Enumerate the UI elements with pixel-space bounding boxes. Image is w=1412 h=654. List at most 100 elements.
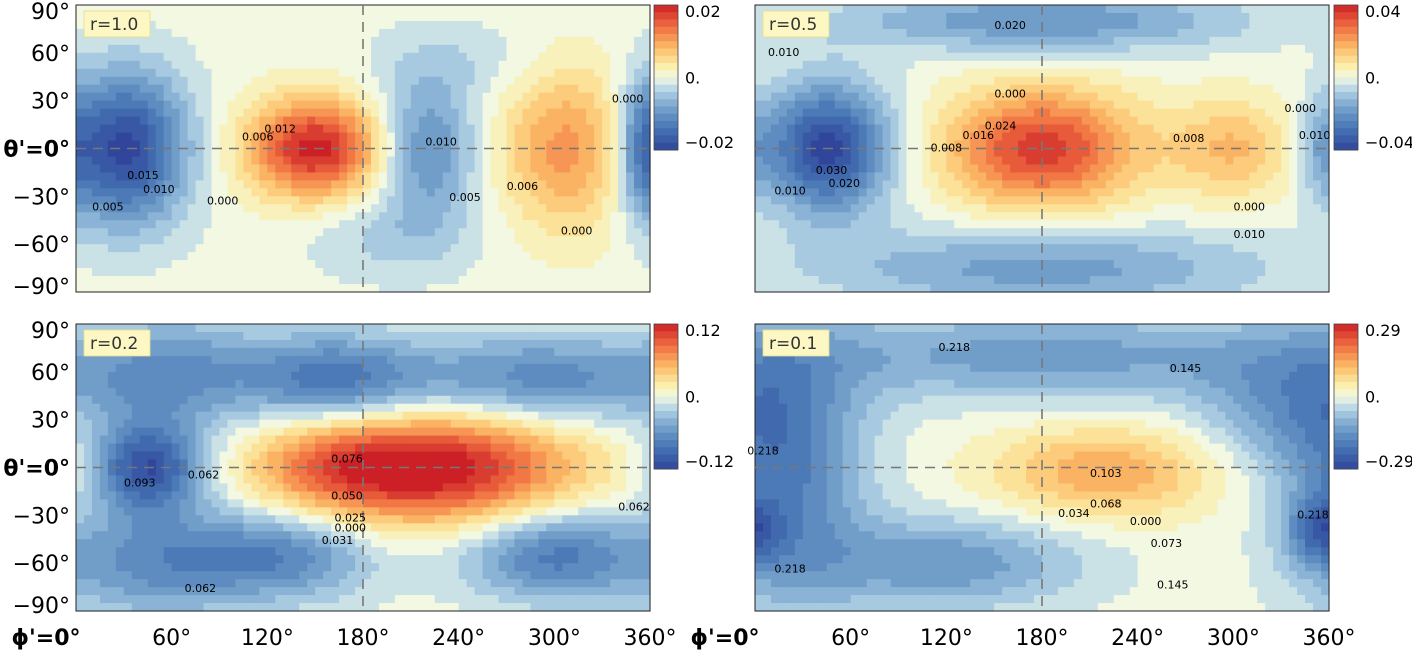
heatmap-cell (834, 28, 844, 38)
heatmap-cell (1121, 180, 1131, 189)
heatmap-cell (1113, 228, 1123, 237)
heatmap-cell (1321, 68, 1330, 78)
heatmap-cell (123, 92, 133, 102)
heatmap-cell (347, 108, 356, 118)
heatmap-cell (1313, 228, 1322, 237)
heatmap-cell (1049, 60, 1059, 70)
heatmap-cell (299, 100, 308, 110)
heatmap-cell (139, 148, 149, 158)
heatmap-cell (1137, 156, 1147, 166)
heatmap-cell (626, 164, 635, 174)
heatmap-cell (76, 124, 85, 134)
heatmap-cell (858, 132, 868, 142)
heatmap-cell (347, 164, 356, 174)
heatmap-cell (1081, 212, 1091, 221)
heatmap-cell (91, 260, 101, 269)
heatmap-cell (490, 60, 500, 70)
heatmap-cell (155, 156, 165, 166)
heatmap-cell (394, 204, 404, 213)
heatmap-cell (834, 44, 844, 54)
heatmap-cell (1026, 28, 1035, 38)
heatmap-cell (1153, 252, 1163, 261)
heatmap-cell (970, 5, 979, 14)
heatmap-cell (1153, 5, 1163, 14)
heatmap-cell (171, 284, 181, 293)
heatmap-cell (1081, 204, 1091, 213)
heatmap-cell (76, 228, 85, 237)
heatmap-cell (1209, 20, 1218, 30)
heatmap-cell (834, 156, 844, 166)
heatmap-cell (882, 12, 892, 22)
heatmap-cell (1265, 92, 1274, 102)
heatmap-cell (1185, 132, 1195, 142)
heatmap-cell (171, 60, 181, 70)
heatmap-cell (83, 84, 93, 94)
heatmap-cell (1073, 228, 1083, 237)
heatmap-cell (426, 140, 436, 150)
heatmap-cell (866, 108, 876, 118)
heatmap-cell (115, 268, 125, 277)
heatmap-cell (618, 212, 627, 221)
heatmap-cell (1026, 180, 1035, 189)
heatmap-cell (76, 204, 85, 213)
heatmap-cell (315, 180, 324, 189)
heatmap-cell (123, 196, 133, 205)
heatmap-cell (1049, 108, 1059, 118)
heatmap-cell (203, 132, 213, 142)
heatmap-cell (187, 124, 197, 134)
heatmap-cell (578, 244, 587, 253)
heatmap-cell (466, 100, 476, 110)
heatmap-cell (466, 108, 476, 118)
heatmap-cell (946, 28, 955, 38)
heatmap-cell (1201, 140, 1211, 150)
heatmap-cell (1233, 116, 1242, 126)
heatmap-cell (882, 188, 892, 197)
heatmap-cell (1153, 228, 1163, 237)
heatmap-cell (131, 68, 141, 78)
heatmap-cell (1265, 108, 1274, 118)
heatmap-cell (506, 252, 516, 261)
heatmap-cell (802, 156, 812, 166)
heatmap-cell (299, 84, 308, 94)
heatmap-cell (762, 204, 772, 213)
heatmap-cell (1169, 116, 1179, 126)
colorbar: 0.020.−0.02 (653, 2, 734, 152)
heatmap-cell (187, 92, 197, 102)
heatmap-cell (522, 188, 532, 197)
heatmap-cell (498, 284, 508, 293)
heatmap-cell (267, 116, 276, 126)
heatmap-cell (163, 228, 173, 237)
heatmap-cell (1185, 124, 1195, 134)
heatmap-cell (163, 132, 173, 142)
heatmap-cell (874, 12, 884, 22)
heatmap-cell (1129, 84, 1139, 94)
heatmap-cell (418, 284, 428, 293)
heatmap-cell (1321, 44, 1330, 54)
heatmap-cell (378, 148, 388, 158)
heatmap-cell (1169, 228, 1179, 237)
heatmap-cell (1265, 116, 1274, 126)
heatmap-cell (1121, 228, 1131, 237)
heatmap-cell (179, 84, 189, 94)
heatmap-cell (299, 108, 308, 118)
heatmap-cell (211, 12, 221, 22)
heatmap-cell (1145, 196, 1155, 205)
heatmap-cell (147, 28, 157, 38)
heatmap-cell (219, 28, 229, 38)
heatmap-cell (1161, 36, 1171, 46)
heatmap-cell (442, 76, 452, 86)
heatmap-cell (355, 124, 364, 134)
heatmap-cell (890, 188, 900, 197)
heatmap-cell (1265, 68, 1274, 78)
heatmap-cell (115, 260, 125, 269)
heatmap-cell (1321, 132, 1330, 142)
heatmap-cell (339, 100, 348, 110)
heatmap-cell (315, 36, 324, 46)
heatmap-cell (762, 36, 772, 46)
heatmap-cell (1169, 148, 1179, 158)
heatmap-cell (890, 28, 900, 38)
heatmap-cell (187, 100, 197, 110)
heatmap-cell (482, 60, 492, 70)
heatmap-cell (131, 276, 141, 285)
heatmap-cell (1057, 60, 1067, 70)
